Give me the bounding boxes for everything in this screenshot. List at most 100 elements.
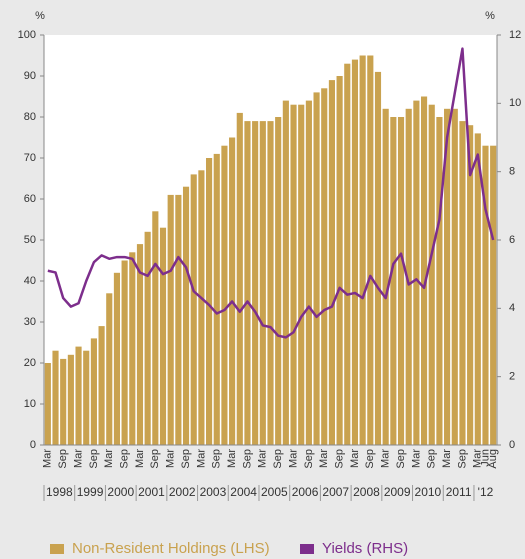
x-tick-label: Sep xyxy=(149,449,161,469)
y-tick-label: 20 xyxy=(24,357,36,369)
bar xyxy=(451,108,458,446)
bar xyxy=(351,59,359,445)
bar xyxy=(113,272,121,445)
bar xyxy=(282,100,289,445)
bar xyxy=(267,121,274,445)
x-tick-label: Mar xyxy=(441,449,453,468)
bar xyxy=(98,326,105,445)
bar xyxy=(144,231,151,445)
bar xyxy=(213,153,220,445)
bar xyxy=(244,121,251,445)
bar xyxy=(83,350,90,445)
bar xyxy=(198,170,205,446)
y2-tick-label: 2 xyxy=(509,371,515,383)
year-label: 2000 xyxy=(107,485,134,499)
x-tick-label: Sep xyxy=(180,449,192,469)
bar xyxy=(182,186,190,445)
bar xyxy=(328,80,335,445)
y2-tick-label: 6 xyxy=(509,234,515,246)
bar xyxy=(374,71,382,446)
bar xyxy=(275,117,282,445)
bar xyxy=(397,117,405,445)
x-tick-label: Sep xyxy=(364,449,376,469)
x-tick-label: Mar xyxy=(165,449,177,468)
legend-label: Non-Resident Holdings (LHS) xyxy=(72,540,270,557)
bar xyxy=(367,55,374,445)
bar xyxy=(359,55,366,445)
bar xyxy=(67,354,74,445)
bar xyxy=(474,133,481,445)
bar xyxy=(106,293,113,445)
bar xyxy=(298,104,305,445)
bar xyxy=(467,125,474,445)
x-tick-label: Mar xyxy=(72,449,84,468)
y2-tick-label: 4 xyxy=(509,302,515,314)
x-tick-label: Mar xyxy=(287,449,299,468)
x-tick-label: Mar xyxy=(257,449,269,468)
y-tick-label: 30 xyxy=(24,316,36,328)
line xyxy=(47,47,495,339)
year-label: 2003 xyxy=(200,485,227,499)
bar xyxy=(344,63,351,445)
x-tick-label: Mar xyxy=(380,449,392,468)
x-tick-label: Sep xyxy=(395,449,407,469)
bar xyxy=(221,145,228,445)
year-label: 2002 xyxy=(169,485,196,499)
x-tick-label: Sep xyxy=(426,449,438,469)
bar xyxy=(444,108,451,446)
bar xyxy=(206,158,213,445)
legend-swatch xyxy=(300,544,314,554)
bar xyxy=(175,194,182,445)
bar xyxy=(159,227,167,445)
y2-tick-label: 8 xyxy=(509,166,515,178)
y-axis-label: % xyxy=(35,10,45,22)
bar xyxy=(190,174,197,445)
bar xyxy=(60,358,67,445)
y-tick-label: 90 xyxy=(24,70,36,82)
year-label: 2001 xyxy=(138,485,165,499)
x-tick-label: Aug xyxy=(487,449,499,469)
legend-label: Yields (RHS) xyxy=(322,540,408,557)
y2-tick-label: 10 xyxy=(509,97,521,109)
bar xyxy=(229,137,236,445)
bar xyxy=(336,76,343,445)
bar xyxy=(259,121,266,445)
x-tick-label: Mar xyxy=(410,449,422,468)
bar xyxy=(390,117,397,445)
y-tick-label: 10 xyxy=(24,398,36,410)
bar xyxy=(413,100,420,445)
bar xyxy=(490,145,497,445)
year-label: 1998 xyxy=(46,485,73,499)
bar xyxy=(321,88,328,446)
year-label: 2010 xyxy=(415,485,442,499)
y2-tick-label: 12 xyxy=(509,29,521,41)
year-label: 2006 xyxy=(292,485,319,499)
y2-axis-label: % xyxy=(485,10,495,22)
x-tick-label: Jun xyxy=(479,449,491,467)
x-tick-label: Mar xyxy=(134,449,146,468)
bar xyxy=(382,108,389,446)
bar xyxy=(236,112,243,446)
x-tick-label: Mar xyxy=(318,449,330,468)
x-tick-label: Sep xyxy=(211,449,223,469)
y-tick-label: 100 xyxy=(18,29,36,41)
bar xyxy=(90,338,97,445)
bar xyxy=(290,104,297,445)
x-tick-label: Mar xyxy=(349,449,361,468)
year-label: 2007 xyxy=(322,485,349,499)
x-tick-label: Sep xyxy=(456,449,468,469)
bar xyxy=(75,346,82,445)
x-tick-label: Mar xyxy=(195,449,207,468)
bar xyxy=(252,121,259,445)
bar xyxy=(52,350,59,445)
y2-tick-label: 0 xyxy=(509,439,515,451)
y-tick-label: 80 xyxy=(24,111,36,123)
bar xyxy=(428,104,435,445)
y-tick-label: 40 xyxy=(24,275,36,287)
year-label: 2009 xyxy=(384,485,411,499)
bar xyxy=(152,211,159,445)
bar xyxy=(405,108,412,446)
bar xyxy=(482,145,489,445)
bar xyxy=(436,117,443,445)
